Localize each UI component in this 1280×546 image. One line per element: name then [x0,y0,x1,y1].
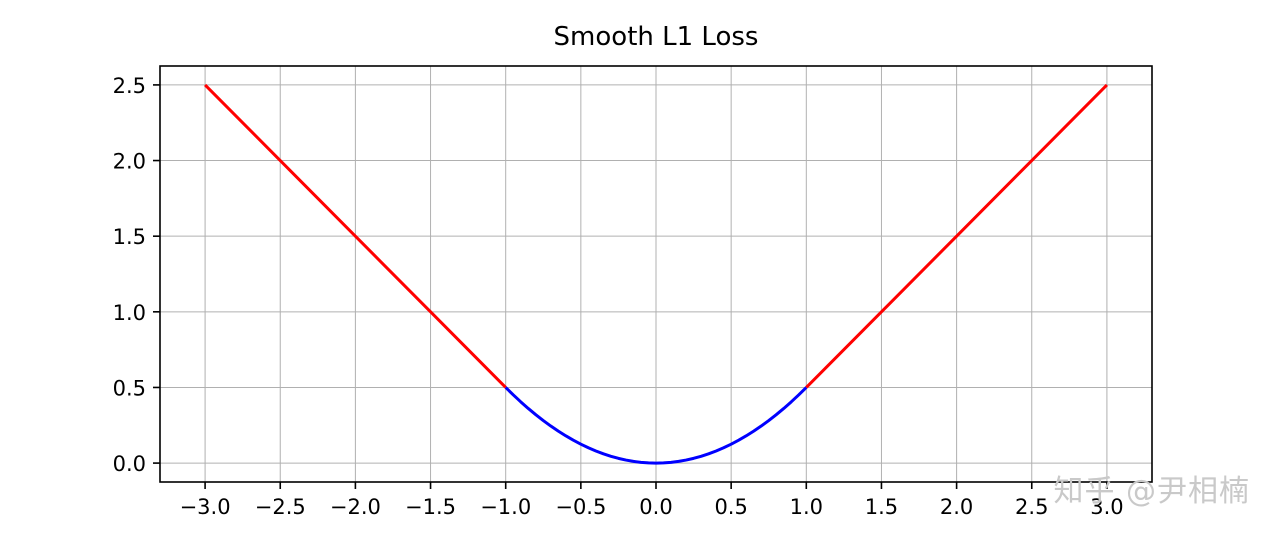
x-tick-label: −2.5 [255,495,306,519]
x-tick-label: 2.5 [1015,495,1048,519]
x-tick-label: 2.0 [940,495,973,519]
x-tick-label: 3.0 [1090,495,1123,519]
x-tick-label: −2.0 [330,495,381,519]
series-quadratic-region [504,386,808,465]
x-tick-label: 1.5 [865,495,898,519]
y-tick-label: 1.0 [113,301,146,325]
x-tick-label: −1.0 [480,495,531,519]
y-tick-label: 0.0 [113,452,146,476]
y-tick-label: 2.5 [113,74,146,98]
series-linear-region-left [204,83,507,389]
x-tick-label: −0.5 [555,495,606,519]
x-tick-label: −1.5 [405,495,456,519]
x-tick-label: 0.0 [639,495,672,519]
series-linear-region-right [805,83,1108,389]
x-tick-label: 0.5 [714,495,747,519]
y-tick-label: 1.5 [113,225,146,249]
x-tick-label: 1.0 [790,495,823,519]
y-tick-label: 2.0 [113,150,146,174]
y-tick-label: 0.5 [113,376,146,400]
x-tick-label: −3.0 [180,495,231,519]
chart-title: Smooth L1 Loss [553,22,759,52]
